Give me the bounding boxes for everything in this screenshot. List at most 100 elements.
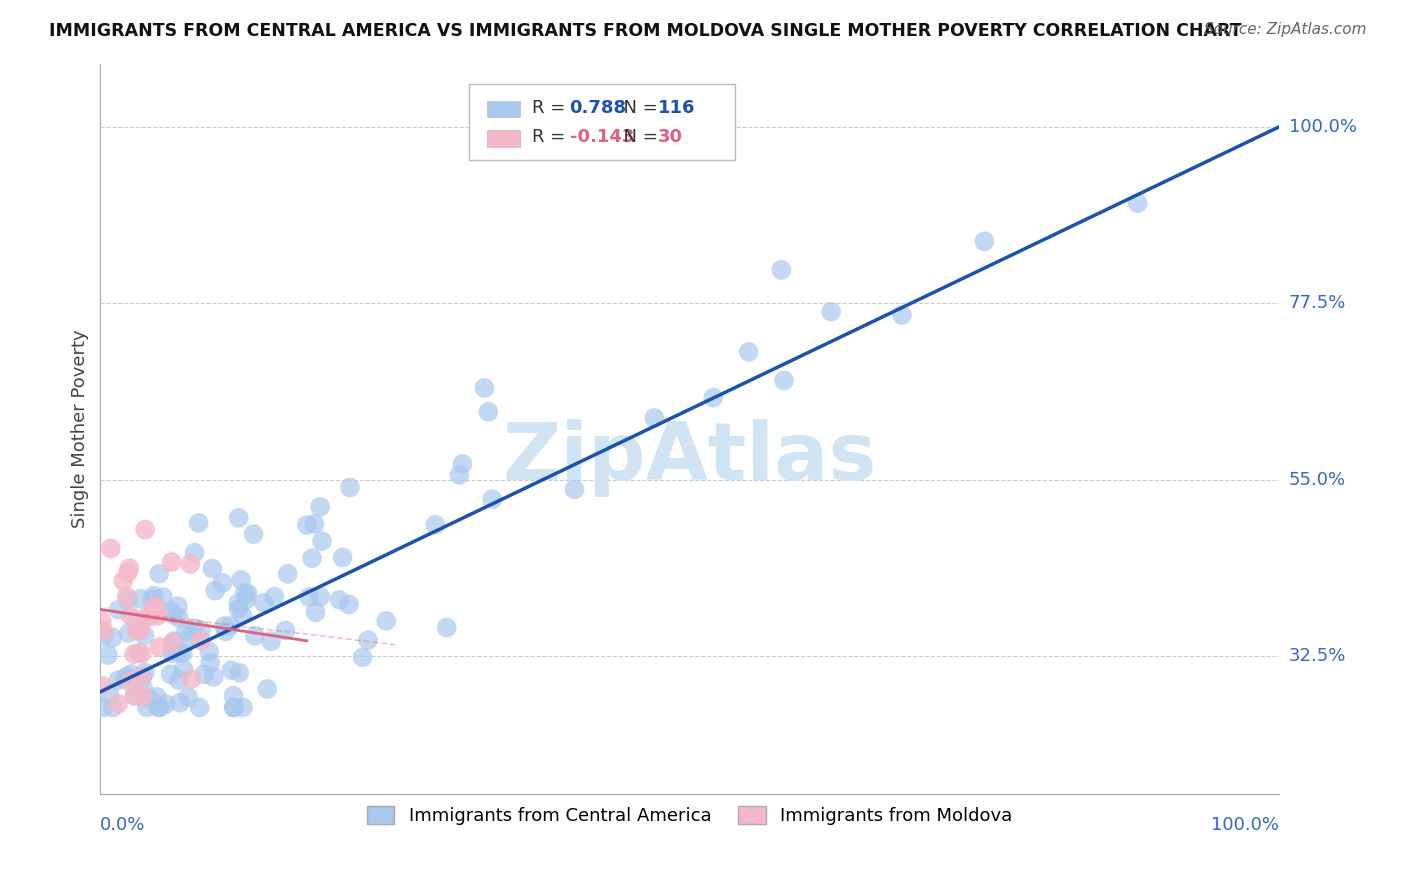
Point [93,624,115,639]
Point [183,621,205,635]
Point [98,687,121,701]
Text: 32.5%: 32.5% [1288,648,1346,665]
Point [134,629,156,643]
Point [115,590,138,604]
Point [295,517,318,532]
Point [172,662,194,676]
Point [425,517,447,532]
Point [131,670,153,684]
Text: IMMIGRANTS FROM CENTRAL AMERICA VS IMMIGRANTS FROM MOLDOVA SINGLE MOTHER POVERTY: IMMIGRANTS FROM CENTRAL AMERICA VS IMMIG… [49,22,1241,40]
Point [1126,196,1149,211]
Point [183,546,205,560]
Text: R =: R = [531,99,571,117]
Point [124,689,146,703]
Text: 0.788: 0.788 [569,99,627,117]
Point [127,646,149,660]
Point [190,624,212,638]
Point [222,700,245,714]
Point [260,634,283,648]
Text: 116: 116 [658,99,696,117]
Point [112,574,135,588]
Text: 100.0%: 100.0% [1288,118,1357,136]
Point [222,689,245,703]
Point [277,566,299,581]
Point [118,561,141,575]
Point [117,566,139,580]
Point [124,689,146,703]
Point [228,602,250,616]
Point [311,534,333,549]
Point [702,391,724,405]
Point [125,624,148,638]
Point [228,510,250,524]
Point [146,608,169,623]
Point [97,648,120,662]
Point [160,555,183,569]
Point [125,614,148,628]
Point [169,646,191,660]
Point [231,608,253,623]
Text: ZipAtlas: ZipAtlas [502,419,877,497]
Point [115,669,138,683]
Point [129,624,152,638]
Point [141,592,163,607]
Legend: Immigrants from Central America, Immigrants from Moldova: Immigrants from Central America, Immigra… [360,798,1019,832]
Point [149,700,172,714]
Point [263,590,285,604]
Point [118,674,141,689]
Point [973,234,995,248]
Point [101,631,124,645]
Point [232,700,254,714]
Text: 100.0%: 100.0% [1211,815,1279,834]
Point [200,656,222,670]
Point [451,457,474,471]
Point [304,606,326,620]
Point [162,607,184,622]
Text: 30: 30 [658,128,683,146]
Point [643,411,665,425]
Point [187,516,209,530]
Point [298,590,321,604]
Point [148,640,170,654]
Point [770,263,793,277]
Point [564,483,586,497]
Point [120,667,142,681]
Point [174,624,197,639]
Point [309,590,332,604]
Point [160,646,183,660]
FancyBboxPatch shape [486,102,520,118]
FancyBboxPatch shape [470,84,734,161]
Point [256,681,278,696]
Point [167,599,190,613]
Point [162,636,184,650]
Point [198,645,221,659]
Point [135,610,157,624]
Point [339,480,361,494]
Point [449,467,471,482]
Point [253,596,276,610]
Point [100,541,122,556]
Point [139,692,162,706]
Point [134,523,156,537]
Point [145,600,167,615]
Point [122,647,145,661]
Point [177,690,200,704]
Point [169,696,191,710]
Point [204,583,226,598]
Point [219,619,242,633]
Point [114,672,136,686]
Point [107,603,129,617]
Point [215,624,238,639]
Point [436,621,458,635]
Y-axis label: Single Mother Poverty: Single Mother Poverty [72,330,89,528]
Point [179,557,201,571]
Point [163,634,186,648]
Point [134,665,156,680]
Point [212,619,235,633]
Point [93,629,115,643]
Point [162,640,184,655]
Point [352,650,374,665]
Point [328,592,350,607]
Point [243,629,266,643]
Point [107,673,129,687]
